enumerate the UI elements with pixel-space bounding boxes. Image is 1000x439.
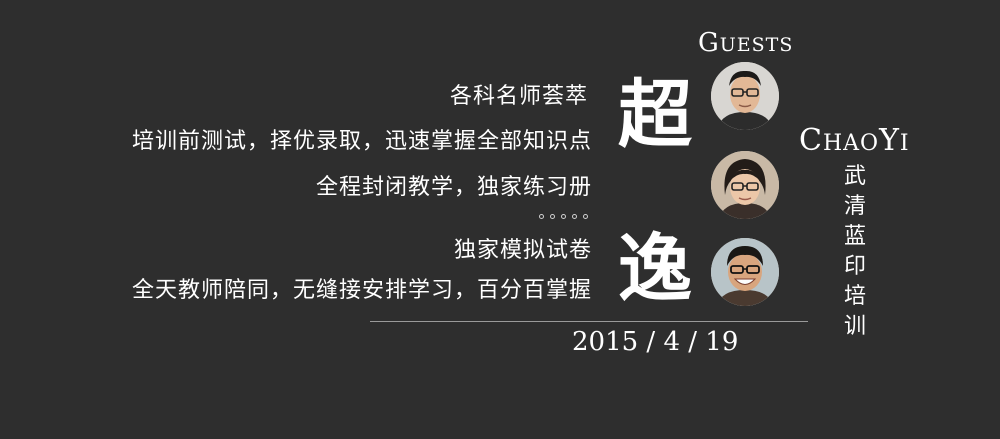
tagline-5: 全天教师陪同，无缝接安排学习，百分百掌握 <box>131 278 592 303</box>
guest-photo-3 <box>711 238 779 306</box>
brand-i: i <box>899 131 910 156</box>
dot <box>583 214 588 219</box>
event-date: 2015 / 4 / 19 <box>572 327 739 357</box>
guest-avatar-3 <box>711 238 779 306</box>
big-char-chao: 超 <box>618 72 692 158</box>
brand-initial-y: Y <box>879 123 900 158</box>
big-char-yi: 逸 <box>618 226 692 312</box>
dot <box>572 214 577 219</box>
tagline-1: 各科名师荟萃 <box>449 84 588 109</box>
guest-avatar-2 <box>711 151 779 219</box>
divider-line <box>370 321 808 322</box>
brand-hao: hao <box>822 131 880 156</box>
tagline-2: 培训前测试，择优录取，迅速掌握全部知识点 <box>131 129 592 154</box>
tagline-3: 全程封闭教学，独家练习册 <box>315 175 592 200</box>
guests-label: Guests <box>698 30 793 56</box>
dot <box>550 214 555 219</box>
guests-rest: uests <box>719 34 794 56</box>
brand-initial-c: C <box>799 123 823 158</box>
tagline-4: 独家模拟试卷 <box>453 238 592 263</box>
brand-vertical-name: 武清蓝印培训 <box>843 164 866 339</box>
dot <box>539 214 544 219</box>
brand-latin: ChaoYi <box>799 126 910 156</box>
guest-photo-2 <box>711 151 779 219</box>
guest-avatar-1 <box>711 62 779 130</box>
ellipsis-dots <box>539 214 588 219</box>
dot <box>561 214 566 219</box>
guests-initial: G <box>698 28 720 58</box>
guest-photo-1 <box>711 62 779 130</box>
